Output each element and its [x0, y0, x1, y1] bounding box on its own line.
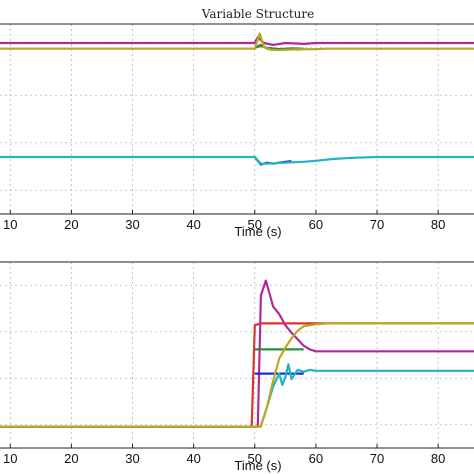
x-tick-label: 80 [431, 451, 445, 466]
chart-title: Variable Structure [201, 7, 315, 21]
x-tick-label: 70 [370, 217, 384, 232]
x-tick-label: 30 [125, 217, 139, 232]
x-tick-label: 30 [125, 451, 139, 466]
x-tick-label: 70 [370, 451, 384, 466]
bottom-xlabel: Time (s) [234, 458, 281, 473]
x-tick-label: 80 [431, 217, 445, 232]
top-panel: 10 20 30 40 50 60 70 80 [0, 23, 474, 232]
series-line-5 [259, 363, 474, 427]
x-tick-label: 10 [3, 217, 17, 232]
x-tick-label: 40 [186, 217, 200, 232]
series-line-6 [0, 155, 474, 165]
series-line-6 [0, 322, 474, 428]
x-tick-label: 10 [3, 451, 17, 466]
x-tick-label: 50 [248, 451, 262, 466]
series-line-4 [0, 32, 474, 52]
x-tick-label: 20 [64, 451, 78, 466]
bottom-panel: 10 20 30 40 50 60 70 80 [0, 261, 474, 466]
series-line-1 [0, 36, 474, 46]
x-tick-label: 20 [64, 217, 78, 232]
x-tick-label: 60 [309, 451, 323, 466]
x-tick-label: 60 [309, 217, 323, 232]
x-tick-label: 40 [186, 451, 200, 466]
plot-frame [0, 261, 474, 449]
x-tick-label: 50 [248, 217, 262, 232]
top-xlabel: Time (s) [234, 224, 281, 239]
series-line-1 [0, 279, 474, 428]
plot-frame [0, 23, 474, 215]
